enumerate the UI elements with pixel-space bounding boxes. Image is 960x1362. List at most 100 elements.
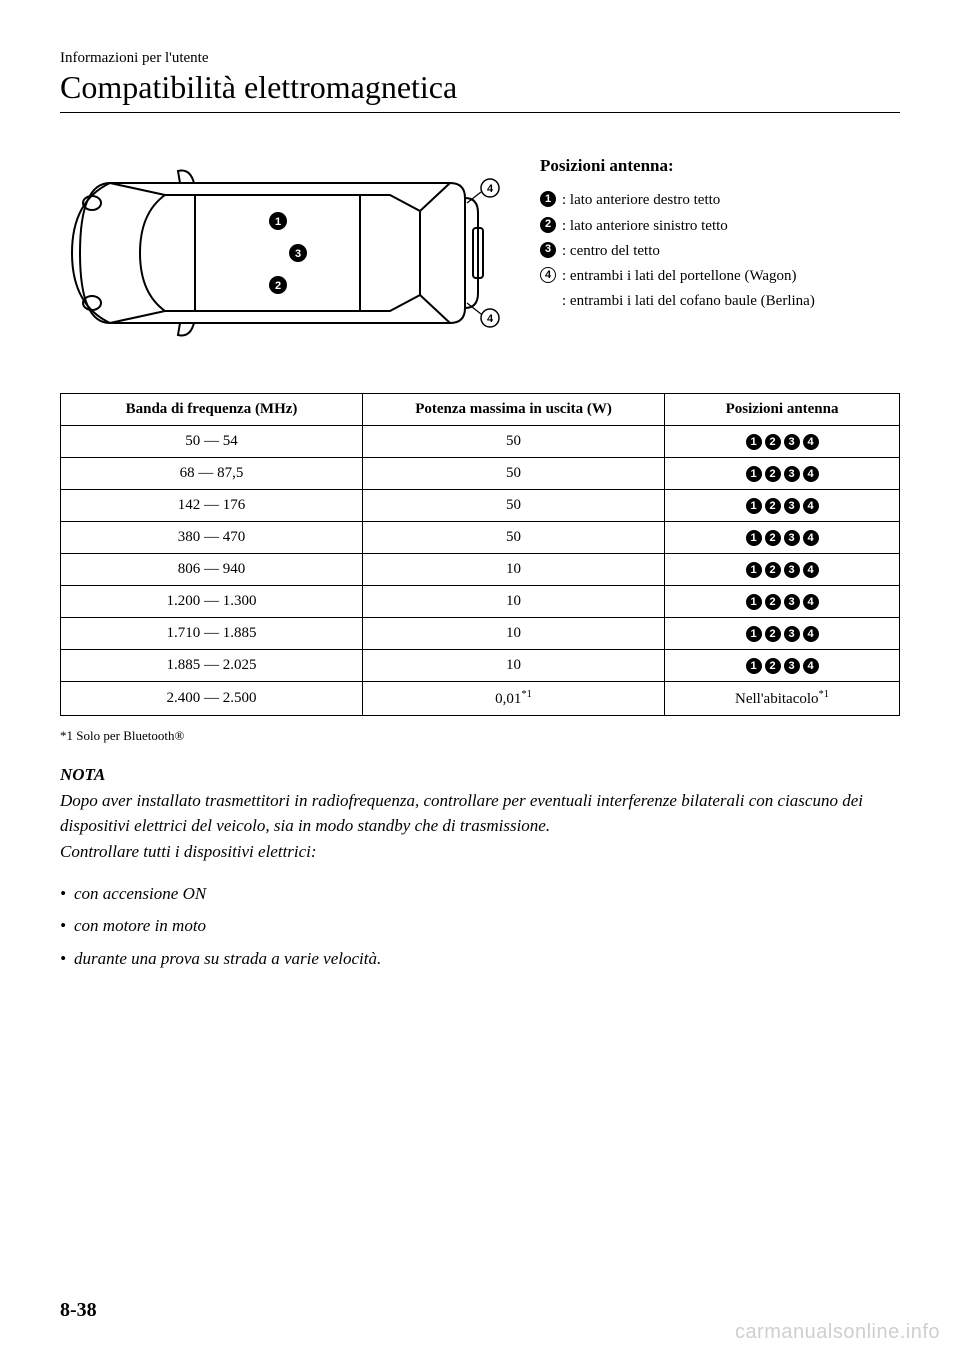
legend-text-extra: : entrambi i lati del cofano baule (Berl… bbox=[562, 290, 815, 313]
page-title: Compatibilità elettromagnetica bbox=[60, 69, 900, 106]
pos-badge: 4 bbox=[803, 562, 819, 578]
pos-badge: 2 bbox=[765, 594, 781, 610]
table-row: 380 — 470501234 bbox=[61, 522, 900, 554]
car-diagram: 1 3 2 4 4 bbox=[60, 143, 510, 368]
legend-badge-1: 1 bbox=[540, 191, 556, 207]
pos-badge: 2 bbox=[765, 498, 781, 514]
cell-power: 50 bbox=[363, 490, 665, 522]
cell-band: 68 — 87,5 bbox=[61, 458, 363, 490]
cell-pos: 1234 bbox=[665, 618, 900, 650]
cell-pos: 1234 bbox=[665, 458, 900, 490]
list-item: durante una prova su strada a varie velo… bbox=[74, 943, 900, 975]
cell-band: 50 — 54 bbox=[61, 426, 363, 458]
pos-badge: 3 bbox=[784, 466, 800, 482]
pos-badge: 2 bbox=[765, 562, 781, 578]
pos-badge: 2 bbox=[765, 434, 781, 450]
pos-badge: 4 bbox=[803, 658, 819, 674]
cell-pos: 1234 bbox=[665, 522, 900, 554]
cell-power: 10 bbox=[363, 586, 665, 618]
legend-text-3: : centro del tetto bbox=[562, 240, 660, 263]
page-number: 8-38 bbox=[60, 1299, 97, 1322]
legend-item-extra: : entrambi i lati del cofano baule (Berl… bbox=[540, 290, 900, 313]
pos-badge: 3 bbox=[784, 658, 800, 674]
diagram-badge-4b: 4 bbox=[487, 313, 494, 325]
pos-badge: 4 bbox=[803, 498, 819, 514]
legend-badge-4: 4 bbox=[540, 267, 556, 283]
pos-badge: 1 bbox=[746, 626, 762, 642]
cell-power: 50 bbox=[363, 522, 665, 554]
th-power: Potenza massima in uscita (W) bbox=[363, 394, 665, 426]
watermark: carmanualsonline.info bbox=[735, 1321, 940, 1344]
legend-text-4: : entrambi i lati del portellone (Wagon) bbox=[562, 265, 797, 288]
legend-text-2: : lato anteriore sinistro tetto bbox=[562, 215, 728, 238]
legend-badge-2: 2 bbox=[540, 217, 556, 233]
cell-power: 50 bbox=[363, 458, 665, 490]
pos-badge: 1 bbox=[746, 530, 762, 546]
nota-list: con accensione ONcon motore in motoduran… bbox=[60, 878, 900, 975]
pos-badge: 3 bbox=[784, 562, 800, 578]
legend-title: Posizioni antenna: bbox=[540, 153, 900, 179]
nota-para2: Controllare tutti i dispositivi elettric… bbox=[60, 842, 317, 861]
table-row: 806 — 940101234 bbox=[61, 554, 900, 586]
diagram-badge-4a: 4 bbox=[487, 183, 494, 195]
table-row: 2.400 — 2.5000,01*1Nell'abitacolo*1 bbox=[61, 682, 900, 716]
antenna-legend: Posizioni antenna: 1 : lato anteriore de… bbox=[540, 143, 900, 316]
pos-badge: 3 bbox=[784, 626, 800, 642]
cell-band: 380 — 470 bbox=[61, 522, 363, 554]
cell-power: 0,01*1 bbox=[363, 682, 665, 716]
th-pos: Posizioni antenna bbox=[665, 394, 900, 426]
diagram-row: 1 3 2 4 4 Posizioni antenna: 1 : lato bbox=[60, 143, 900, 368]
cell-power: 10 bbox=[363, 650, 665, 682]
table-row: 1.710 — 1.885101234 bbox=[61, 618, 900, 650]
cell-power: 10 bbox=[363, 554, 665, 586]
cell-band: 1.885 — 2.025 bbox=[61, 650, 363, 682]
pos-badge: 3 bbox=[784, 434, 800, 450]
pos-badge: 4 bbox=[803, 530, 819, 546]
pos-badge: 1 bbox=[746, 594, 762, 610]
nota-para1: Dopo aver installato trasmettitori in ra… bbox=[60, 791, 863, 836]
pos-badge: 1 bbox=[746, 562, 762, 578]
table-row: 1.200 — 1.300101234 bbox=[61, 586, 900, 618]
cell-band: 142 — 176 bbox=[61, 490, 363, 522]
pos-badge: 2 bbox=[765, 466, 781, 482]
cell-pos: 1234 bbox=[665, 426, 900, 458]
table-row: 50 — 54501234 bbox=[61, 426, 900, 458]
cell-band: 806 — 940 bbox=[61, 554, 363, 586]
pos-badge: 1 bbox=[746, 498, 762, 514]
pos-badge: 4 bbox=[803, 434, 819, 450]
table-row: 68 — 87,5501234 bbox=[61, 458, 900, 490]
pos-badge: 3 bbox=[784, 498, 800, 514]
table-row: 142 — 176501234 bbox=[61, 490, 900, 522]
cell-power: 50 bbox=[363, 426, 665, 458]
diagram-badge-2: 2 bbox=[275, 280, 281, 292]
cell-band: 1.200 — 1.300 bbox=[61, 586, 363, 618]
diagram-badge-3: 3 bbox=[295, 248, 301, 260]
cell-pos: 1234 bbox=[665, 650, 900, 682]
pos-badge: 4 bbox=[803, 466, 819, 482]
table-row: 1.885 — 2.025101234 bbox=[61, 650, 900, 682]
cell-pos: 1234 bbox=[665, 554, 900, 586]
frequency-table: Banda di frequenza (MHz) Potenza massima… bbox=[60, 393, 900, 716]
legend-item-2: 2 : lato anteriore sinistro tetto bbox=[540, 215, 900, 238]
nota-block: NOTA Dopo aver installato trasmettitori … bbox=[60, 762, 900, 864]
pos-badge: 3 bbox=[784, 530, 800, 546]
pos-badge: 1 bbox=[746, 466, 762, 482]
footnote: *1 Solo per Bluetooth® bbox=[60, 728, 900, 744]
pos-badge: 2 bbox=[765, 530, 781, 546]
cell-pos: 1234 bbox=[665, 586, 900, 618]
list-item: con motore in moto bbox=[74, 910, 900, 942]
header-section: Informazioni per l'utente bbox=[60, 50, 900, 67]
cell-power: 10 bbox=[363, 618, 665, 650]
pos-badge: 1 bbox=[746, 658, 762, 674]
legend-item-3: 3 : centro del tetto bbox=[540, 240, 900, 263]
list-item: con accensione ON bbox=[74, 878, 900, 910]
pos-badge: 3 bbox=[784, 594, 800, 610]
nota-title: NOTA bbox=[60, 765, 105, 784]
legend-badge-3: 3 bbox=[540, 242, 556, 258]
diagram-badge-1: 1 bbox=[275, 216, 281, 228]
pos-badge: 1 bbox=[746, 434, 762, 450]
cell-band: 2.400 — 2.500 bbox=[61, 682, 363, 716]
cell-pos: 1234 bbox=[665, 490, 900, 522]
header-rule bbox=[60, 112, 900, 113]
pos-badge: 2 bbox=[765, 658, 781, 674]
